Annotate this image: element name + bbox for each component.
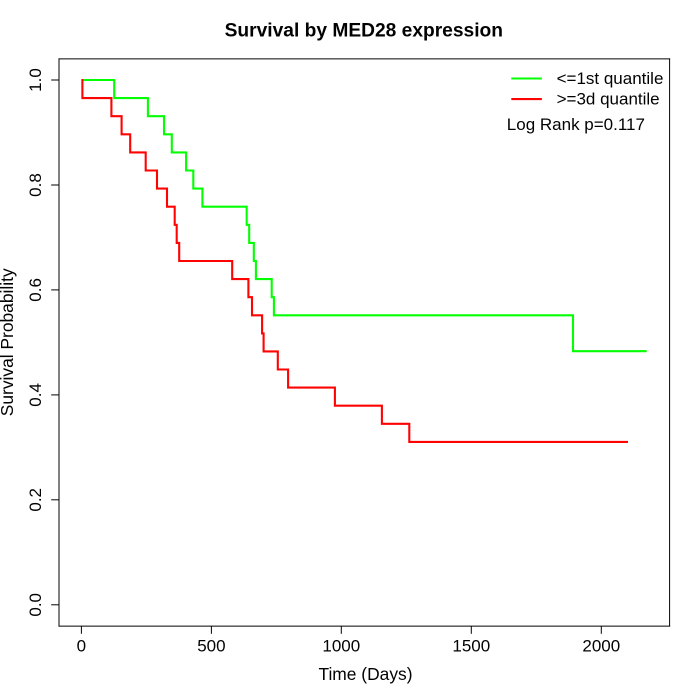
svg-text:Survival Probability: Survival Probability [0,268,17,416]
svg-text:1.0: 1.0 [26,68,45,92]
svg-text:0.4: 0.4 [26,383,45,407]
svg-text:500: 500 [197,637,225,656]
svg-text:1500: 1500 [452,637,490,656]
svg-text:Log Rank p=0.117: Log Rank p=0.117 [507,115,645,134]
svg-text:0.6: 0.6 [26,278,45,302]
svg-text:>=3d quantile: >=3d quantile [557,90,660,109]
svg-text:Time (Days): Time (Days) [318,664,412,684]
svg-text:0.0: 0.0 [26,593,45,617]
svg-text:<=1st quantile: <=1st quantile [557,69,664,88]
svg-text:0.2: 0.2 [26,488,45,512]
svg-text:0: 0 [77,637,86,656]
svg-text:1000: 1000 [322,637,360,656]
svg-text:0.8: 0.8 [26,173,45,197]
svg-text:2000: 2000 [582,637,620,656]
svg-text:Survival by MED28 expression: Survival by MED28 expression [225,20,503,41]
